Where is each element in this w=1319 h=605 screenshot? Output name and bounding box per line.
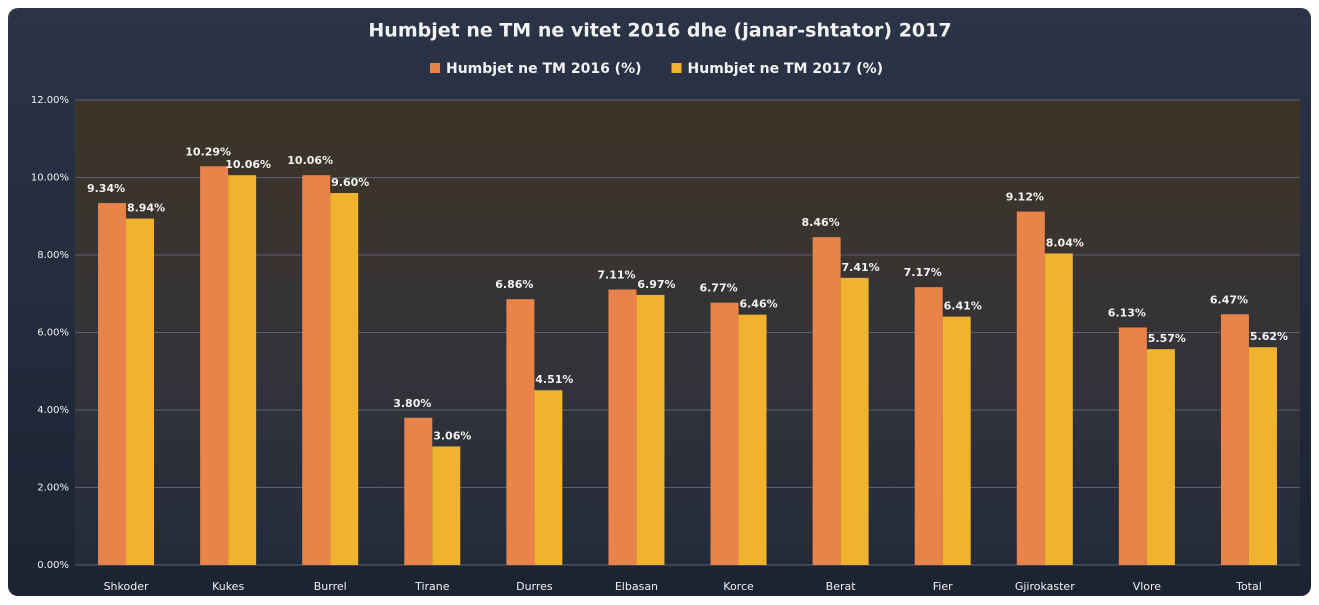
y-tick-label: 0.00% [37,560,69,571]
bar-1 [228,175,256,565]
value-label: 6.77% [699,282,737,295]
bar-0 [200,166,228,565]
bar-0 [915,287,943,565]
x-tick-label: Fier [933,580,953,593]
value-label: 10.06% [225,158,271,171]
bar-1 [1147,349,1175,565]
value-label: 3.80% [393,397,431,410]
x-tick-label: Gjirokaster [1015,580,1075,593]
value-label: 6.86% [495,278,533,291]
bar-0 [813,237,841,565]
bar-1 [1249,347,1277,565]
value-label: 4.51% [535,373,573,386]
x-tick-label: Korce [723,580,754,593]
value-label: 6.97% [637,278,675,291]
value-label: 8.94% [127,202,165,215]
value-label: 6.41% [944,300,982,313]
chart-title: Humbjet ne TM ne vitet 2016 dhe (janar-s… [368,20,951,42]
bar-1 [739,315,767,565]
x-tick-label: Shkoder [104,580,149,593]
bar-1 [943,317,971,565]
bar-1 [126,219,154,565]
x-tick-label: Total [1235,580,1262,593]
y-tick-label: 2.00% [37,483,69,494]
legend-swatch [430,63,440,73]
legend-label: Humbjet ne TM 2016 (%) [446,61,642,77]
bar-1 [1045,253,1073,565]
x-tick-label: Tirane [414,580,450,593]
value-label: 7.17% [904,266,942,279]
value-label: 6.13% [1108,306,1146,319]
bar-0 [1119,327,1147,565]
value-label: 9.34% [87,182,125,195]
y-tick-label: 4.00% [37,405,69,416]
legend-label: Humbjet ne TM 2017 (%) [688,61,884,77]
y-tick-label: 6.00% [37,328,69,339]
value-label: 9.12% [1006,191,1044,204]
value-label: 8.04% [1046,236,1084,249]
value-label: 9.60% [331,176,369,189]
bar-0 [302,175,330,565]
bar-0 [1221,314,1249,565]
x-tick-label: Burrel [314,580,347,593]
legend-swatch [672,63,682,73]
x-tick-label: Vlore [1133,580,1162,593]
value-label: 5.57% [1148,332,1186,345]
bar-0 [404,418,432,565]
value-label: 8.46% [802,216,840,229]
value-label: 5.62% [1250,330,1288,343]
value-label: 6.46% [739,298,777,311]
value-label: 3.06% [433,429,471,442]
bar-1 [841,278,869,565]
bar-1 [636,295,664,565]
value-label: 10.06% [287,154,333,167]
x-tick-label: Berat [826,580,857,593]
value-label: 7.11% [597,268,635,281]
bar-1 [330,193,358,565]
chart: Humbjet ne TM ne vitet 2016 dhe (janar-s… [0,0,1319,601]
bar-1 [432,446,460,565]
y-tick-label: 8.00% [37,250,69,261]
x-tick-label: Durres [516,580,553,593]
value-label: 10.29% [185,145,231,158]
bar-0 [608,289,636,565]
y-tick-label: 12.00% [31,95,69,106]
bar-0 [98,203,126,565]
bar-1 [534,390,562,565]
bar-0 [711,303,739,565]
bar-0 [506,299,534,565]
value-label: 6.47% [1210,293,1248,306]
y-tick-label: 10.00% [31,173,69,184]
x-tick-label: Elbasan [615,580,658,593]
bar-0 [1017,212,1045,565]
value-label: 7.41% [842,261,880,274]
x-tick-label: Kukes [212,580,244,593]
